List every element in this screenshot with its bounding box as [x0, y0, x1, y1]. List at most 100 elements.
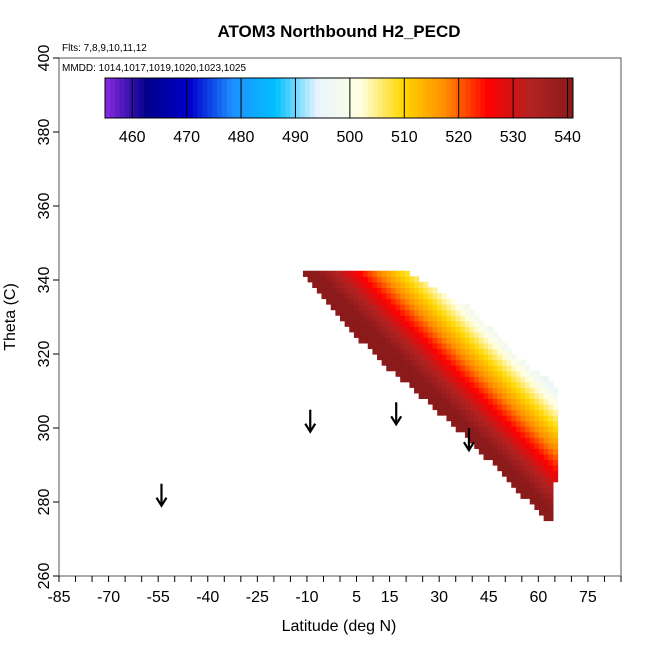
heatmap-cell	[437, 337, 443, 344]
heatmap-cell	[455, 359, 461, 366]
heatmap-cell	[539, 409, 545, 416]
heatmap-cell	[488, 376, 494, 383]
heatmap-cell	[395, 298, 401, 305]
heatmap-cell	[492, 409, 498, 416]
heatmap-cell	[414, 376, 420, 383]
colorbar-swatch	[426, 78, 433, 118]
heatmap-cell	[483, 448, 489, 455]
heatmap-cell	[469, 415, 475, 422]
colorbar-swatch	[543, 78, 550, 118]
colorbar-swatch	[212, 78, 218, 118]
heatmap-cell	[437, 354, 443, 361]
heatmap-cell	[478, 403, 485, 411]
heatmap-cell	[372, 320, 378, 327]
heatmap-cell	[488, 426, 494, 433]
heatmap-cell	[548, 398, 554, 405]
heatmap-cell	[474, 409, 480, 416]
heatmap-cell	[520, 465, 526, 472]
y-tick-label: 360	[36, 193, 53, 220]
heatmap-cell	[506, 365, 512, 372]
heatmap-cell	[529, 381, 535, 388]
heatmap-cell	[427, 337, 434, 344]
heatmap-cell	[511, 381, 517, 388]
down-arrow-marker	[155, 483, 168, 508]
heatmap-cell	[427, 320, 434, 327]
heatmap-cell	[418, 370, 424, 377]
heatmap-cell	[418, 376, 424, 383]
heatmap-cell	[520, 481, 526, 488]
heatmap-cell	[464, 376, 471, 383]
heatmap-cell	[437, 403, 443, 411]
heatmap-cell	[525, 459, 531, 466]
heatmap-cell	[543, 437, 549, 444]
heatmap-cell	[409, 320, 415, 327]
heatmap-cell	[506, 426, 512, 433]
heatmap-cell	[446, 415, 452, 422]
heatmap-cell	[358, 337, 364, 344]
heatmap-cell	[455, 309, 461, 316]
heatmap-cell	[418, 359, 424, 366]
heatmap-cell	[497, 337, 503, 344]
heatmap-cell	[377, 354, 383, 361]
heatmap-cell	[390, 348, 397, 355]
heatmap-cell	[464, 359, 471, 366]
heatmap-cell	[423, 392, 429, 399]
heatmap-cell	[340, 276, 346, 283]
heatmap-cell	[543, 498, 549, 505]
x-tick-label: -55	[147, 589, 170, 606]
colorbar-swatch	[534, 78, 540, 118]
heatmap-cell	[316, 276, 323, 283]
heatmap-cell	[515, 403, 522, 411]
heatmap-cell	[423, 326, 429, 333]
colorbar-tick-label: 480	[228, 129, 255, 146]
heatmap-cell	[363, 281, 369, 288]
heatmap-cell	[464, 337, 471, 344]
heatmap-cell	[437, 370, 443, 377]
heatmap-cell	[483, 326, 489, 333]
heatmap-cell	[358, 309, 364, 316]
heatmap-cell	[529, 387, 535, 394]
heatmap-cell	[386, 331, 392, 338]
heatmap-cell	[464, 304, 471, 311]
heatmap-cell	[488, 337, 494, 344]
heatmap-cell	[511, 442, 517, 449]
heatmap-cell	[367, 331, 373, 338]
heatmap-region	[302, 270, 559, 522]
heatmap-cell	[372, 287, 378, 294]
colorbar-swatch	[480, 78, 486, 118]
heatmap-cell	[552, 465, 559, 472]
heatmap-cell	[330, 292, 336, 300]
heatmap-cell	[525, 470, 531, 477]
heatmap-cell	[520, 370, 526, 377]
heatmap-cell	[344, 281, 350, 288]
colorbar-swatch	[139, 78, 145, 118]
heatmap-cell	[441, 376, 448, 383]
heatmap-cell	[534, 476, 540, 483]
heatmap-cell	[506, 409, 512, 416]
heatmap-cell	[423, 331, 429, 338]
heatmap-cell	[548, 453, 554, 461]
colorbar-swatch	[290, 78, 296, 118]
heatmap-cell	[460, 337, 466, 344]
heatmap-cell	[525, 392, 531, 399]
heatmap-cell	[386, 292, 392, 300]
heatmap-cell	[511, 387, 517, 394]
heatmap-cell	[539, 442, 545, 449]
heatmap-cell	[543, 392, 549, 399]
heatmap-cell	[478, 365, 485, 372]
colorbar-swatch	[168, 78, 174, 118]
heatmap-cell	[390, 326, 397, 333]
heatmap-cell	[492, 331, 498, 338]
heatmap-cell	[395, 359, 401, 366]
heatmap-cell	[506, 437, 512, 444]
heatmap-cell	[395, 309, 401, 316]
heatmap-cell	[353, 270, 360, 277]
heatmap-cell	[432, 331, 438, 338]
heatmap-cell	[441, 370, 448, 377]
heatmap-cell	[423, 315, 429, 322]
heatmap-cell	[525, 465, 531, 472]
heatmap-cell	[321, 276, 327, 283]
heatmap-cell	[529, 403, 535, 411]
heatmap-cell	[478, 359, 485, 366]
heatmap-cell	[506, 387, 512, 394]
